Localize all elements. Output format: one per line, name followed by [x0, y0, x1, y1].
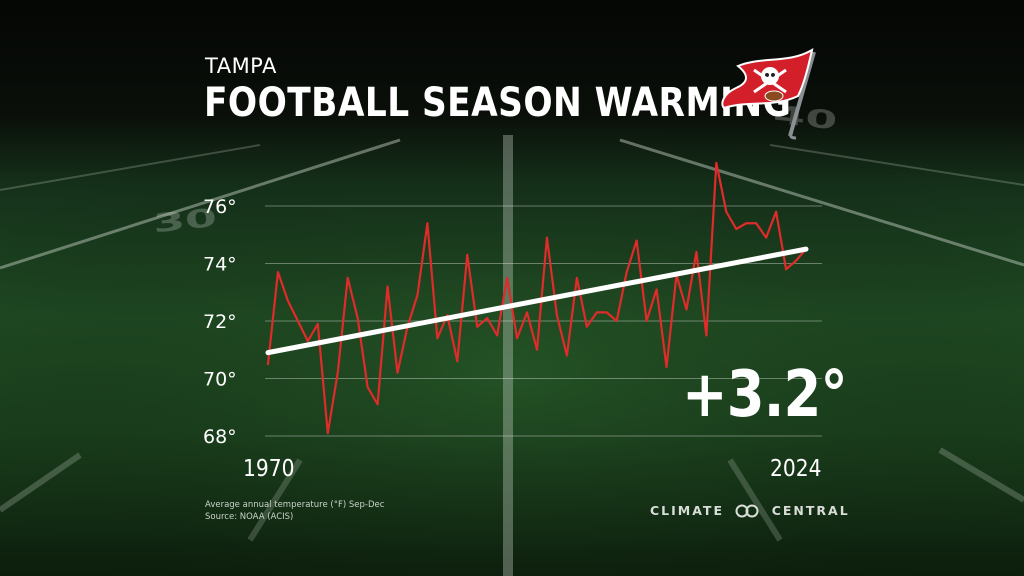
temperature-change-value: +3.2° — [682, 358, 848, 432]
page-title: FOOTBALL SEASON WARMING — [204, 80, 792, 126]
temperature-line — [266, 161, 808, 435]
yard-marker-30: 30 — [152, 203, 219, 239]
chart-series — [265, 161, 809, 435]
footnote-description: Average annual temperature (°F) Sep-Dec — [205, 500, 385, 510]
y-tick-label: 74° — [203, 254, 237, 276]
y-tick-label: 76° — [203, 196, 237, 218]
location-label: TAMPA — [205, 54, 277, 78]
yard-marker-40: 40 — [772, 100, 839, 136]
climate-central-logo: CLIMATE CENTRAL — [650, 503, 850, 520]
brand-left-label: CLIMATE — [650, 503, 724, 518]
y-tick-label: 68° — [203, 426, 237, 448]
brand-right-label: CENTRAL — [771, 503, 850, 518]
y-tick-label: 70° — [203, 369, 237, 391]
x-axis-end-label: 2024 — [770, 456, 822, 482]
buccaneers-flag-icon — [721, 47, 816, 140]
x-axis-start-label: 1970 — [243, 456, 295, 482]
climate-central-logo-icon — [735, 504, 759, 517]
footnote-source: Source: NOAA (ACIS) — [205, 512, 294, 522]
trend-line — [265, 246, 809, 356]
y-axis-labels: 68° 70° 72° 74° 76° — [203, 196, 237, 448]
y-tick-label: 72° — [203, 311, 237, 333]
